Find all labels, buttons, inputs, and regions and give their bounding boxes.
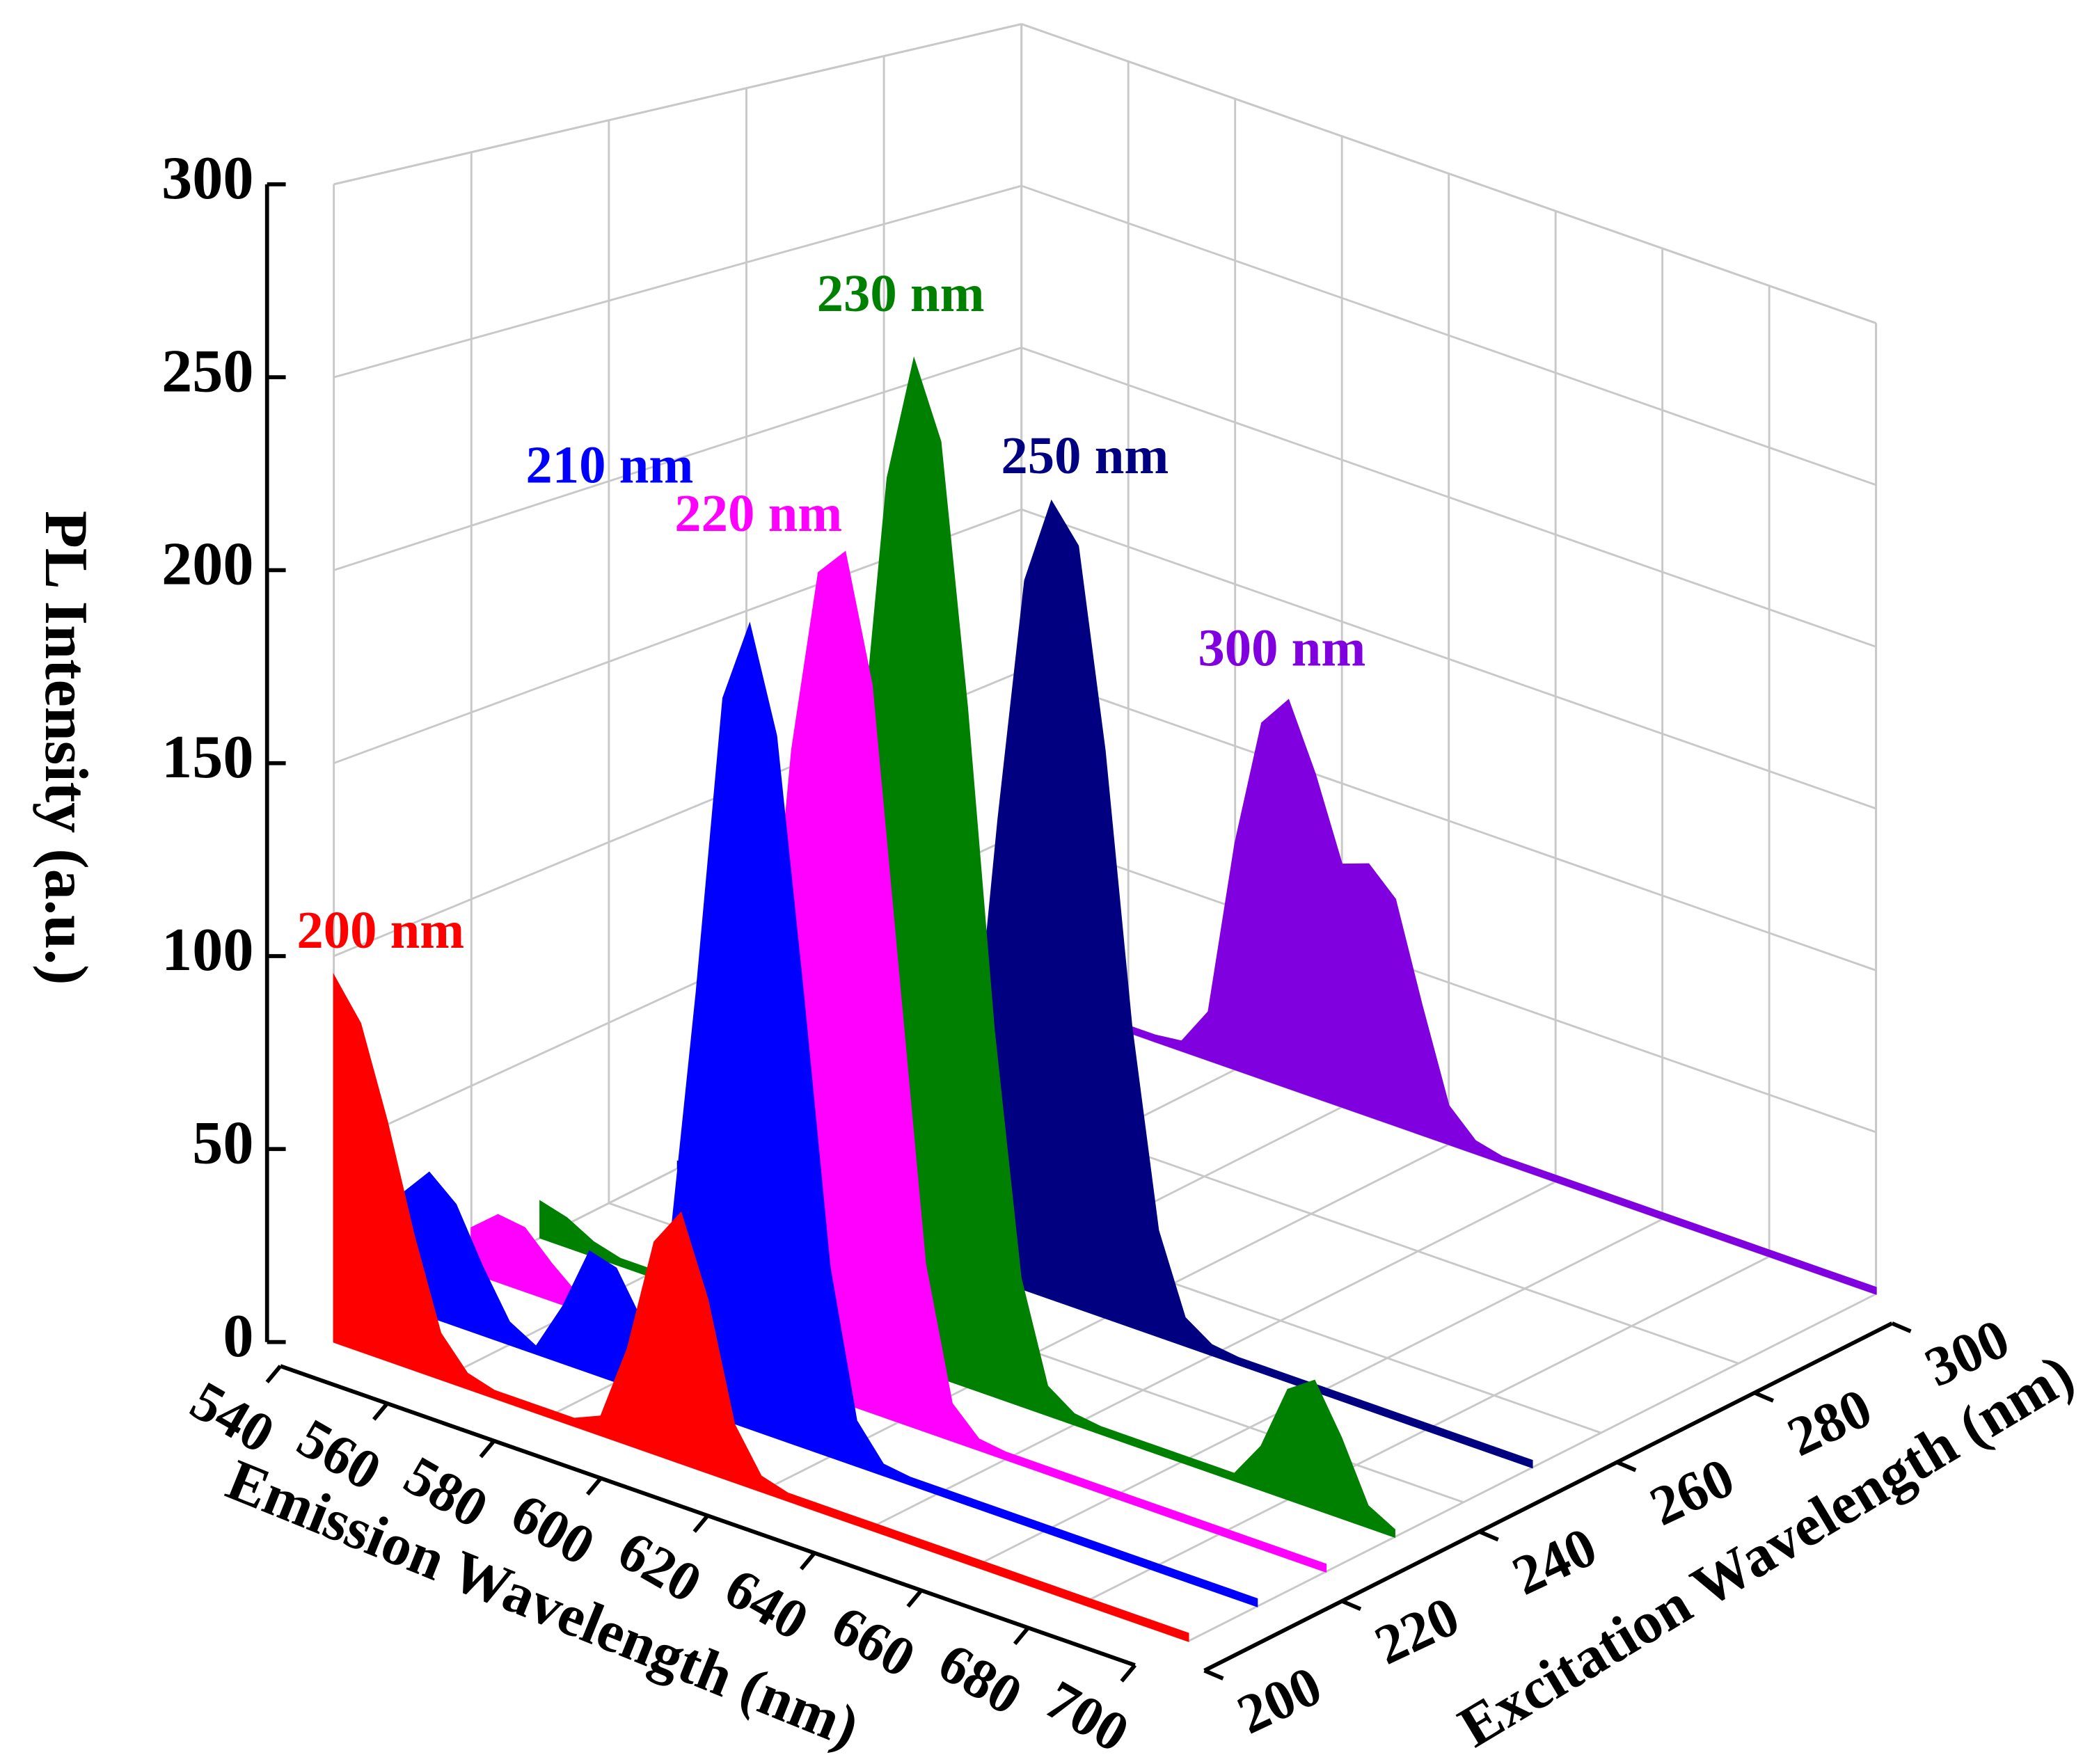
y-tick <box>1341 1599 1362 1612</box>
x-tick <box>479 1439 496 1459</box>
x-tick <box>1120 1664 1137 1683</box>
box-edge <box>1021 23 1877 324</box>
grid-line <box>333 347 1022 571</box>
z-tick-label: 200 <box>161 530 253 598</box>
z-tick-label: 0 <box>223 1302 253 1370</box>
grid-line <box>1021 670 1877 971</box>
series-label: 230 nm <box>817 264 985 323</box>
series-label: 210 nm <box>525 436 693 495</box>
series-area <box>402 621 1258 1607</box>
y-axis <box>1203 1321 1893 1673</box>
grid-line <box>1021 832 1877 1134</box>
series-area <box>333 973 1189 1642</box>
grid-line <box>1021 184 1877 486</box>
z-tick-label: 150 <box>161 723 253 791</box>
y-tick <box>1753 1390 1775 1403</box>
y-tick <box>1203 1669 1224 1680</box>
y-tick <box>1891 1321 1912 1333</box>
y-tick <box>1478 1529 1499 1542</box>
grid-line <box>333 184 1022 379</box>
z-tick-label: 50 <box>192 1109 253 1177</box>
series-label: 220 nm <box>674 484 842 543</box>
grid-line <box>1021 508 1877 810</box>
x-tick <box>372 1402 389 1421</box>
x-tick <box>265 1365 283 1384</box>
box-edge <box>333 23 1022 186</box>
z-tick-label: 300 <box>161 144 253 212</box>
series-area <box>1020 699 1877 1295</box>
z-tick-label: 100 <box>161 916 253 984</box>
series-label: 250 nm <box>1001 426 1169 485</box>
x-tick <box>692 1514 710 1533</box>
series-label: 300 nm <box>1198 618 1365 677</box>
y-tick <box>1616 1460 1637 1472</box>
x-tick <box>799 1551 816 1571</box>
z-axis-title: PL Intensity (a.u.) <box>32 511 100 985</box>
grid-line <box>1021 347 1877 648</box>
x-tick <box>585 1477 603 1496</box>
x-tick <box>906 1589 924 1608</box>
z-tick-label: 250 <box>161 337 253 405</box>
series-label: 200 nm <box>296 900 464 960</box>
x-tick <box>1013 1626 1030 1646</box>
